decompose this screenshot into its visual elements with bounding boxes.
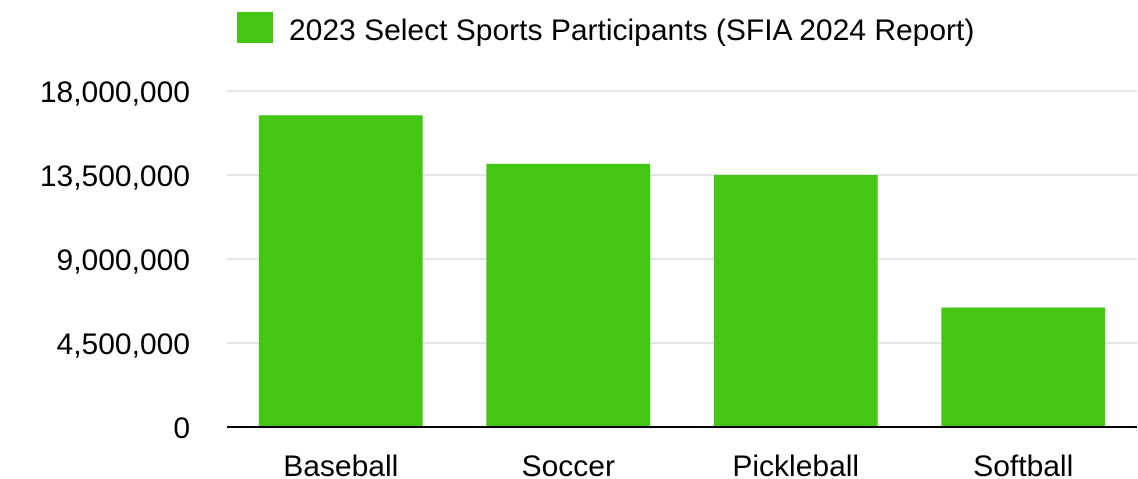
x-category-label: Baseball xyxy=(283,450,398,479)
y-tick-label: 13,500,000 xyxy=(40,160,190,193)
y-axis-tick-labels: 0 4,500,000 9,000,000 13,500,000 18,000,000 xyxy=(40,76,190,445)
x-axis-category-labels: Baseball Soccer Pickleball Softball xyxy=(283,450,1073,479)
bar-pickleball xyxy=(713,175,878,427)
x-category-label: Softball xyxy=(973,450,1073,479)
y-tick-label: 4,500,000 xyxy=(57,328,190,361)
y-tick-label: 9,000,000 xyxy=(57,244,190,277)
bar-softball xyxy=(941,307,1106,427)
y-tick-label: 0 xyxy=(173,412,190,445)
legend-swatch xyxy=(237,12,273,43)
legend-label: 2023 Select Sports Participants (SFIA 20… xyxy=(289,14,974,47)
x-category-label: Soccer xyxy=(522,450,615,479)
x-category-label: Pickleball xyxy=(732,450,859,479)
y-tick-label: 18,000,000 xyxy=(40,76,190,109)
bar-soccer xyxy=(486,163,651,428)
bar-baseball xyxy=(258,115,423,428)
legend: 2023 Select Sports Participants (SFIA 20… xyxy=(237,12,974,47)
bars xyxy=(258,115,1106,428)
